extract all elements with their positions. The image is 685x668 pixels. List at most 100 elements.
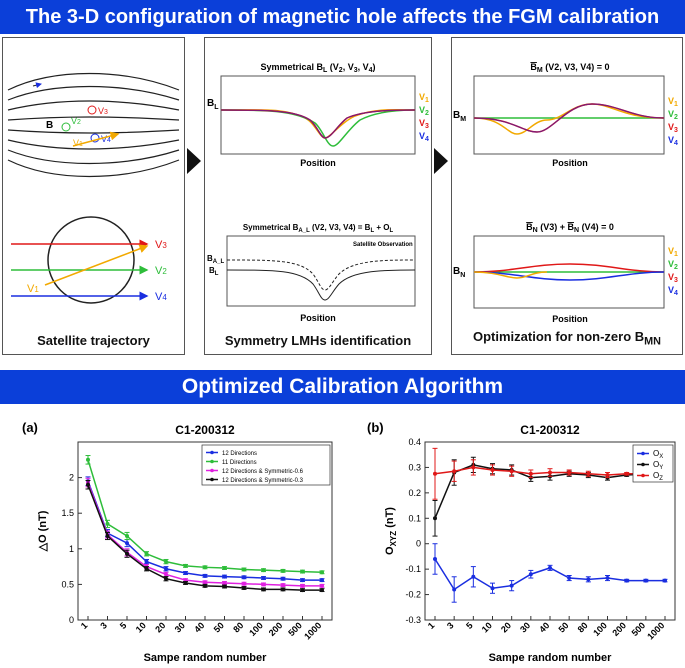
optimization-bottom-v1: [473, 271, 548, 279]
data-point: [528, 572, 533, 577]
symmetry-top-frame: [220, 75, 416, 155]
legend-item: V1: [668, 96, 678, 108]
data-point: [203, 583, 207, 588]
optimization-top-ylabel: BM: [453, 110, 466, 123]
x-tick-label: 40: [192, 620, 206, 634]
data-point: [663, 578, 667, 583]
legend-item: V3: [668, 122, 678, 134]
data-point: [509, 583, 514, 588]
data-point: [222, 584, 227, 589]
symmetry-top-ylabel: BL: [207, 98, 219, 111]
x-tick-label: 200: [610, 620, 628, 638]
symmetry-top-xlabel: Position: [300, 158, 336, 168]
section-title: Optimized Calibration Algorithm: [0, 370, 685, 404]
track-v1-label: V1: [27, 283, 39, 295]
legend-marker: [641, 473, 645, 478]
legend-label: 12 Directions & Symmetric-0.6: [222, 469, 304, 475]
data-point: [86, 457, 90, 462]
flow-arrow-icon: [434, 148, 448, 174]
y-tick-label: 0: [416, 539, 421, 549]
caption-optimization: Optimization for non-zero BMN: [473, 329, 661, 348]
x-tick-label: 500: [286, 620, 304, 638]
data-point: [164, 559, 168, 564]
series-line: [87, 480, 322, 581]
v3-marker-icon: [87, 105, 97, 115]
y-axis-label: △O (nT): [37, 510, 49, 552]
observed-curve: [226, 259, 416, 291]
legend-item: V4: [668, 285, 678, 297]
chart-panel-label: (a): [22, 420, 38, 435]
legend-label: OX: [653, 449, 663, 460]
legend-item: V1: [668, 246, 678, 258]
symmetry-curve-v2: [220, 109, 416, 147]
data-point: [490, 586, 495, 591]
y-tick-label: 0.5: [61, 579, 74, 589]
data-point: [320, 583, 324, 588]
y-tick-label: 1.5: [61, 508, 74, 518]
v1-top-arrow: [72, 131, 120, 147]
optimization-bottom-v4: [473, 271, 665, 281]
x-tick-label: 100: [591, 620, 609, 638]
x-tick-label: 1: [79, 620, 90, 631]
legend-item: V2: [668, 109, 678, 121]
data-point: [320, 570, 324, 575]
y-tick-label: -0.1: [405, 564, 421, 574]
data-point: [605, 576, 610, 581]
data-point: [222, 566, 227, 571]
symmetric-curve: [226, 269, 416, 301]
data-point: [624, 578, 629, 583]
data-point: [261, 587, 266, 592]
legend-label: 12 Directions: [222, 451, 257, 457]
magnetic-field-lines: [7, 72, 180, 178]
data-point: [452, 587, 457, 592]
legend-marker: [641, 451, 645, 456]
legend-label: 11 Directions: [222, 460, 257, 466]
data-point: [86, 482, 90, 487]
y-axis-label: OXYZ (nT): [384, 507, 398, 555]
data-point: [144, 559, 149, 564]
optimization-top-xlabel: Position: [552, 158, 588, 168]
x-axis-label: Sampe random number: [489, 652, 613, 664]
track-v3-label: V3: [155, 239, 167, 251]
legend-marker: [210, 450, 214, 455]
legend-label: OZ: [653, 471, 663, 482]
data-point: [586, 471, 591, 476]
x-tick-label: 5: [118, 620, 129, 631]
data-point: [471, 574, 476, 579]
y-tick-label: 0.1: [408, 513, 421, 523]
data-point: [125, 551, 129, 556]
track-v4-label: V4: [155, 291, 167, 303]
legend-marker: [210, 477, 214, 482]
data-point: [242, 585, 246, 590]
legend-item: V2: [419, 105, 429, 117]
v2-marker-icon: [61, 122, 71, 132]
y-tick-label: 1: [69, 544, 74, 554]
data-point: [203, 565, 207, 570]
data-point: [300, 583, 305, 588]
x-tick-label: 3: [98, 620, 109, 631]
data-point: [144, 551, 149, 556]
x-tick-label: 30: [173, 620, 187, 634]
chart-legend: [201, 444, 331, 486]
data-point: [164, 576, 168, 581]
satellite-observation-note: Satellite Observation: [353, 242, 413, 248]
optimization-top-v4: [473, 103, 665, 133]
x-tick-label: 50: [556, 620, 570, 634]
data-point: [605, 473, 610, 478]
x-tick-label: 5: [464, 620, 475, 631]
data-point: [222, 580, 227, 585]
legend-item: V1: [419, 92, 429, 104]
flow-arrow-icon: [187, 148, 201, 174]
field-arrow: [32, 82, 42, 89]
symmetry-bottom-frame: [226, 235, 416, 307]
x-tick-label: 1: [426, 620, 437, 631]
data-point: [203, 573, 207, 578]
symmetry-curve-v1: [220, 109, 416, 139]
data-point: [281, 587, 285, 592]
data-point: [261, 575, 266, 580]
data-point: [105, 521, 110, 526]
data-point: [222, 574, 227, 579]
data-point: [183, 580, 188, 585]
